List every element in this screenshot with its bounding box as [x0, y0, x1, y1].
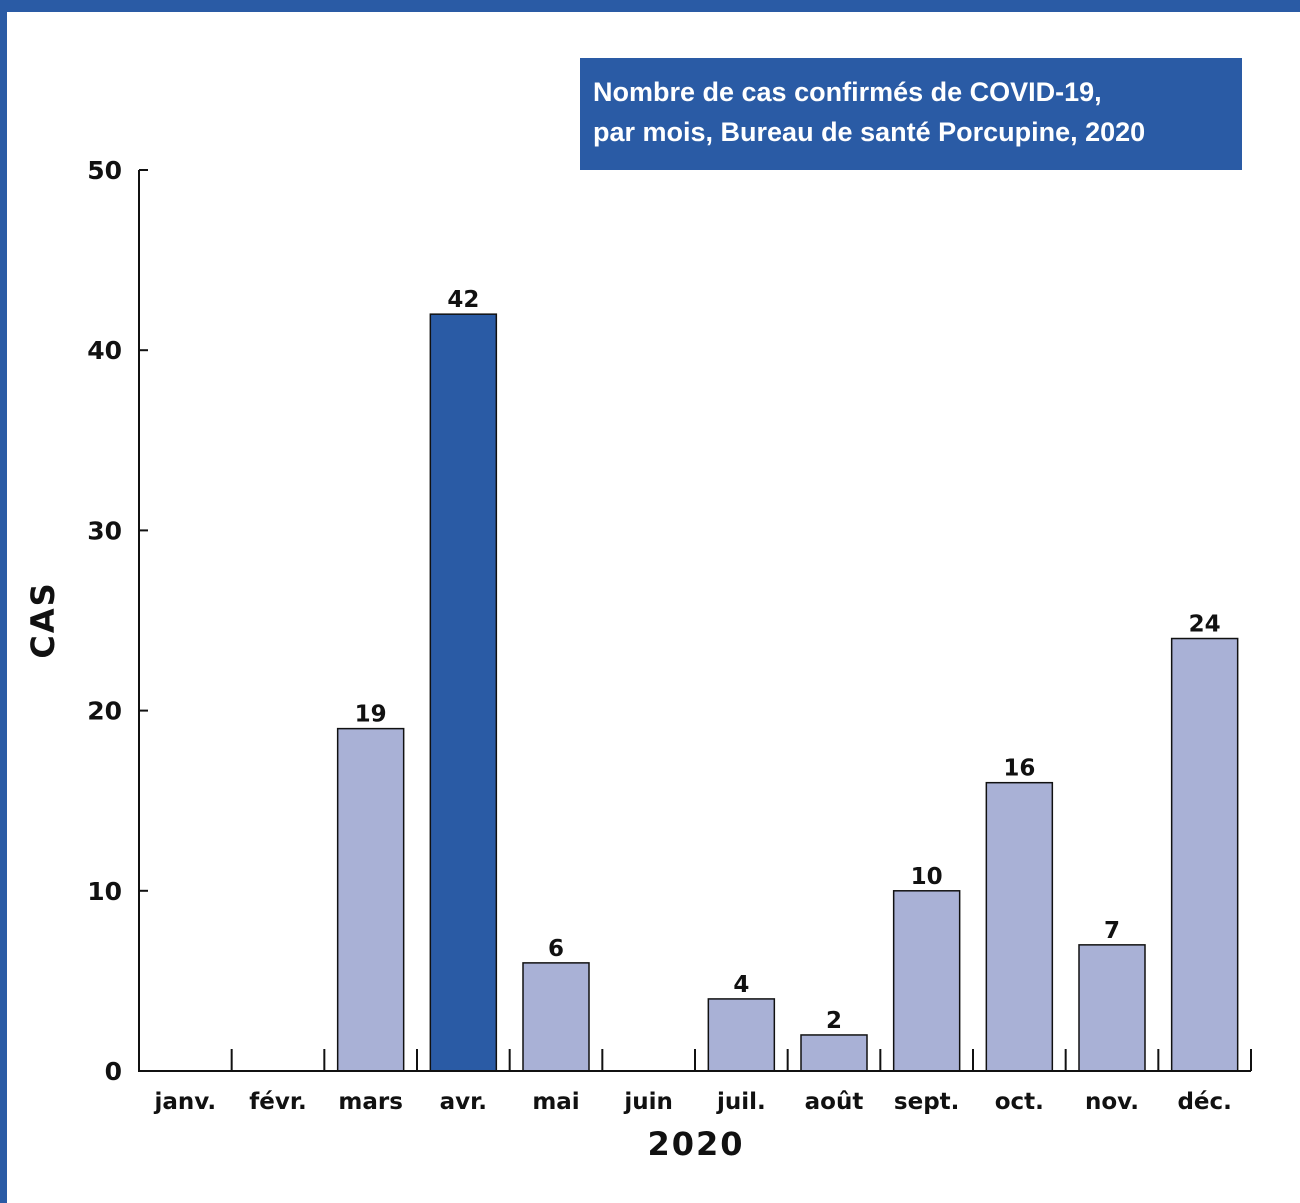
bar-value-label: 42	[447, 287, 479, 313]
bar-value-label: 24	[1189, 612, 1221, 638]
bar-value-label: 16	[1003, 756, 1035, 782]
bar	[985, 781, 1054, 1072]
y-tick-label: 40	[87, 336, 122, 365]
x-category-label: déc.	[1177, 1089, 1231, 1115]
bar	[800, 1034, 868, 1072]
bar-value-label: 10	[911, 864, 943, 890]
bar-value-label: 19	[355, 702, 387, 728]
bars-layer	[336, 313, 1239, 1072]
x-axis-title: 2020	[647, 1125, 744, 1163]
x-category-label: mai	[532, 1089, 579, 1115]
bar-value-label: 6	[548, 936, 564, 962]
y-ticks-layer: 0 10 20 30 40 50	[87, 156, 148, 1086]
x-category-label: avr.	[440, 1089, 487, 1115]
bar	[1078, 944, 1146, 1072]
x-category-label: juil.	[716, 1089, 766, 1115]
y-tick-label: 20	[87, 697, 122, 726]
y-tick-label: 10	[87, 877, 122, 906]
y-tick-label: 30	[87, 516, 122, 545]
x-category-label: oct.	[995, 1089, 1044, 1115]
x-ticks-layer: janv. févr. mars avr. mai juin juil. août sept. o…	[138, 1049, 1252, 1115]
x-category-label: nov.	[1085, 1089, 1139, 1115]
bar	[707, 998, 776, 1072]
bar	[1170, 637, 1239, 1072]
y-tick-label: 0	[105, 1057, 122, 1086]
bar	[336, 727, 405, 1072]
y-tick-label: 50	[87, 156, 122, 185]
bar-value-label: 2	[826, 1008, 842, 1034]
axes-layer	[138, 170, 1251, 1072]
x-category-label: févr.	[249, 1089, 306, 1115]
bar	[892, 890, 961, 1072]
bar	[429, 313, 498, 1072]
bar	[522, 962, 590, 1072]
y-axis-title: CAS	[24, 581, 62, 658]
bar-value-label: 7	[1104, 918, 1120, 944]
chart-title-line-1: Nombre de cas confirmés de COVID-19,	[593, 77, 1102, 107]
x-category-label: sept.	[894, 1089, 960, 1115]
chart-title-line-2: par mois, Bureau de santé Porcupine, 202…	[593, 117, 1146, 147]
x-category-label: juin	[623, 1089, 673, 1115]
bar-value-label: 4	[733, 972, 749, 998]
chart-title-box: Nombre de cas confirmés de COVID-19, par…	[580, 58, 1242, 170]
x-category-label: août	[805, 1089, 864, 1115]
x-category-label: mars	[338, 1089, 403, 1115]
x-category-label: janv.	[154, 1089, 217, 1115]
